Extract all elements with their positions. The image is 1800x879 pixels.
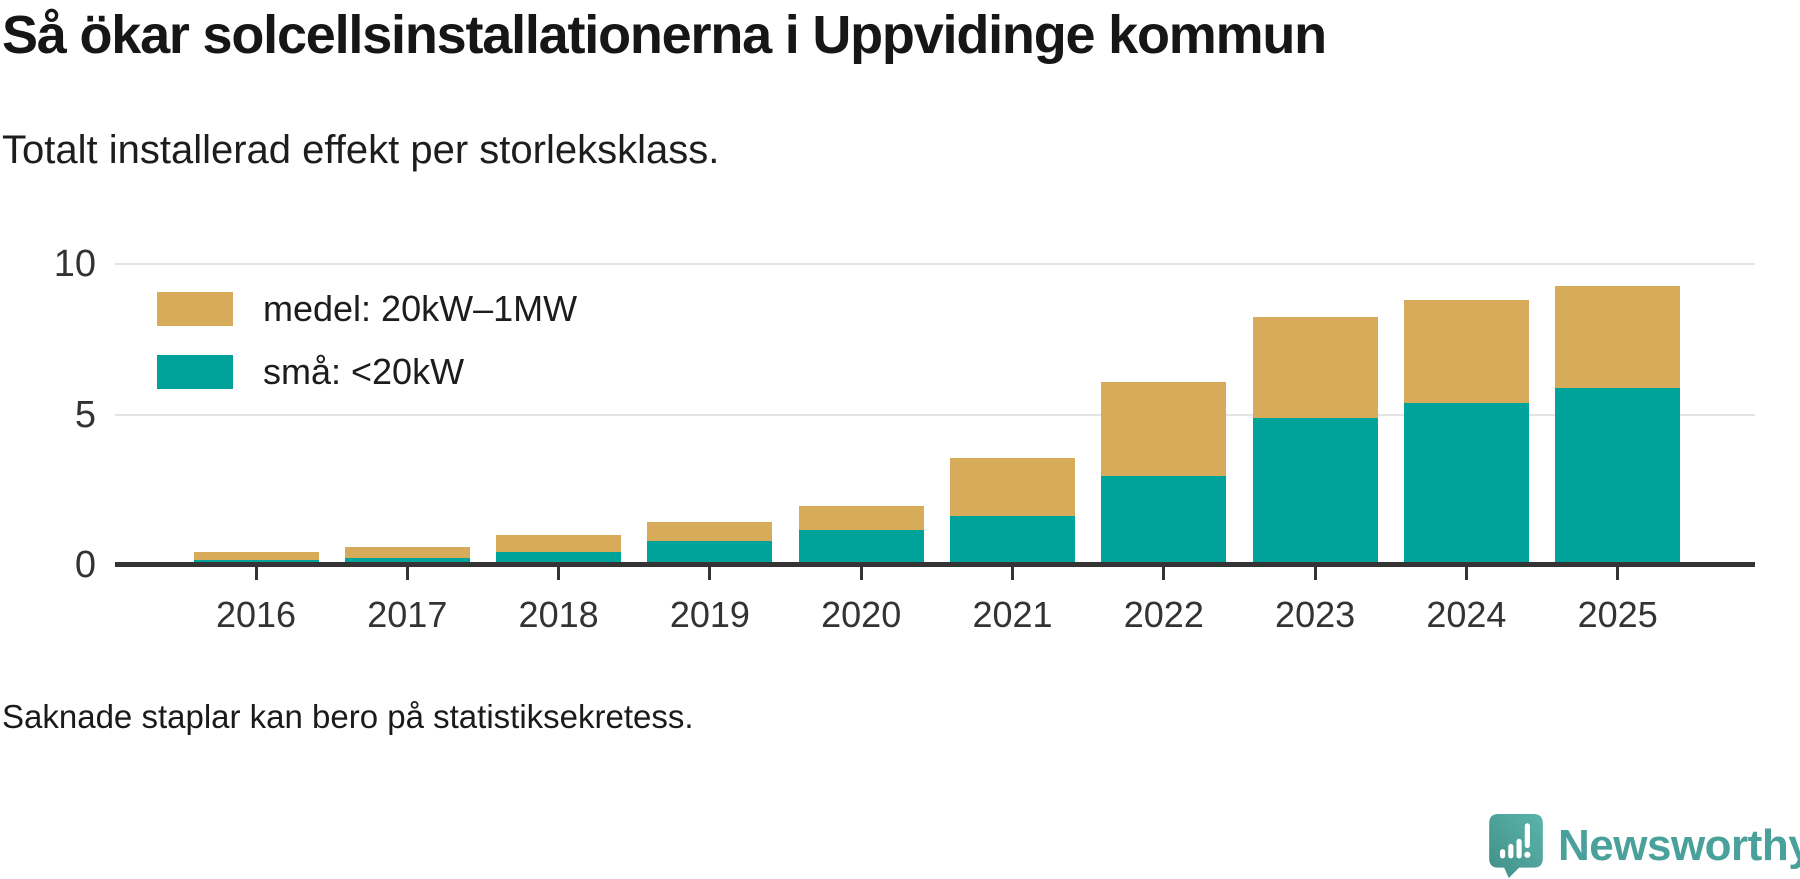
x-axis-tick-2017 (405, 567, 409, 580)
legend-item-medel: medel: 20kW–1MW (157, 288, 577, 330)
y-axis-label-0: 0 (74, 544, 96, 586)
bar-segment-medel-2018 (496, 535, 622, 553)
x-axis-tick-2025 (1616, 567, 1620, 580)
bar-segment-medel-2017 (344, 547, 470, 559)
gridline-10 (115, 263, 1755, 265)
x-axis-label-2021: 2021 (972, 594, 1053, 635)
bar-segment-medel-2020 (798, 506, 924, 531)
x-axis-label-2025: 2025 (1577, 594, 1658, 635)
logo-text: Newsworthy (1558, 821, 1800, 870)
x-axis-tick-2016 (254, 567, 258, 580)
gridline-5 (115, 413, 1755, 416)
bar-segment-medel-2021 (950, 458, 1075, 516)
newsworthy-speech-bubble-chart-icon (1489, 814, 1543, 878)
plot-area: medel: 20kW–1MW små: <20kW 0 5 10 2016 2017 2… (54, 244, 1755, 635)
bar-segment-sma-2020 (798, 530, 924, 565)
footer-note: Saknade staplar kan bero på statistiksek… (2, 698, 694, 735)
bar-group-2018 (496, 535, 622, 565)
bar-segment-sma-2022 (1101, 475, 1227, 565)
legend: medel: 20kW–1MW små: <20kW (157, 288, 577, 393)
x-axis-label-2024: 2024 (1426, 594, 1507, 635)
bar-segment-medel-2016 (193, 552, 319, 560)
bar-group-2017 (344, 547, 470, 565)
legend-swatch-sma (157, 355, 233, 389)
bar-group-2021 (950, 458, 1075, 565)
bar-segment-medel-2022 (1101, 382, 1227, 476)
bar-segment-medel-2025 (1555, 285, 1681, 389)
bar-group-2022 (1101, 382, 1227, 565)
y-axis-label-5: 5 (74, 393, 96, 436)
legend-swatch-medel (157, 292, 233, 326)
bar-segment-sma-2018 (496, 552, 622, 565)
bar-segment-sma-2021 (950, 515, 1075, 565)
newsworthy-logo: Newsworthy (1489, 814, 1800, 878)
bar-group-2019 (647, 521, 773, 565)
bar-segment-medel-2019 (647, 521, 773, 542)
bar-segment-medel-2023 (1252, 316, 1378, 418)
x-axis-label-2017: 2017 (367, 594, 448, 635)
legend-label-medel: medel: 20kW–1MW (263, 288, 578, 329)
legend-item-sma: små: <20kW (157, 351, 577, 393)
x-axis-label-2016: 2016 (215, 594, 297, 635)
x-axis-label-2022: 2022 (1123, 594, 1204, 635)
x-axis-label-2023: 2023 (1275, 594, 1356, 635)
bar-segment-sma-2025 (1555, 388, 1681, 565)
bar-group-2023 (1252, 316, 1378, 565)
chart-subtitle: Totalt installerad effekt per storlekskl… (2, 128, 720, 172)
bar-group-2024 (1403, 300, 1529, 565)
bar-segment-sma-2024 (1403, 403, 1529, 565)
x-axis-tick-2020 (859, 567, 863, 580)
y-axis-label-10: 10 (53, 243, 96, 285)
x-axis-tick-2019 (708, 567, 712, 580)
x-axis-tick-2024 (1464, 567, 1468, 580)
x-axis-line (115, 562, 1755, 567)
bar-segment-medel-2024 (1403, 300, 1529, 404)
bar-segment-sma-2019 (647, 541, 773, 565)
bar-group-2025 (1555, 285, 1681, 565)
x-axis-tick-2021 (1011, 567, 1014, 580)
x-axis-label-2020: 2020 (821, 594, 902, 635)
x-axis-tick-2018 (557, 567, 561, 580)
legend-label-sma: små: <20kW (263, 351, 465, 392)
x-axis-label-2019: 2019 (669, 594, 750, 635)
x-axis-label-2018: 2018 (518, 594, 599, 635)
bar-segment-sma-2023 (1252, 417, 1378, 565)
bar-segment-sma-2017 (344, 558, 470, 565)
x-axis-tick-2022 (1162, 567, 1166, 580)
chart-title: Så ökar solcellsinstallationerna i Uppvi… (2, 5, 1327, 65)
bar-group-2020 (798, 506, 924, 565)
x-axis-tick-2023 (1313, 567, 1317, 580)
